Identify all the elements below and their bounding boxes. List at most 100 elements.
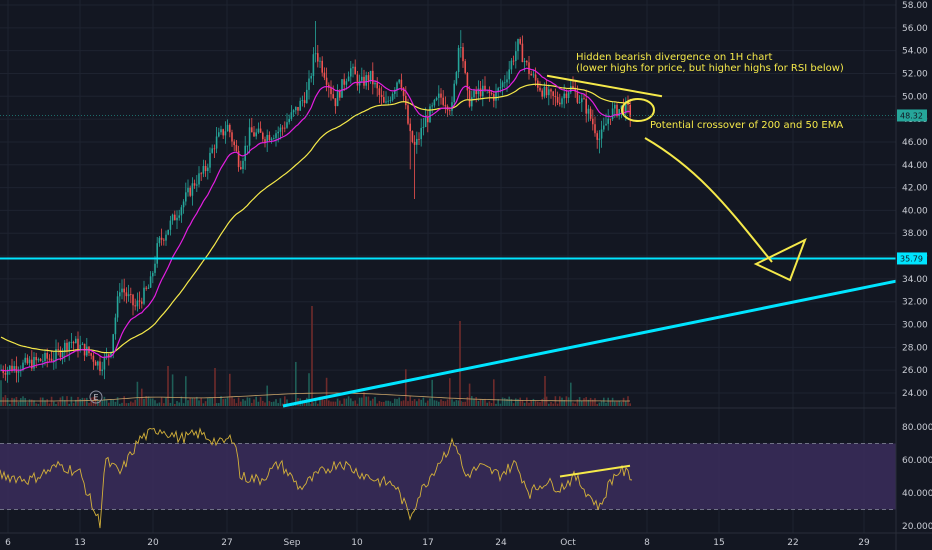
- candle-body: [257, 128, 260, 133]
- volume-bar: [240, 401, 242, 406]
- candle-body: [160, 237, 163, 240]
- candle-body: [237, 150, 240, 168]
- volume-bar: [380, 401, 383, 406]
- volume-bar: [598, 402, 601, 406]
- volume-bar: [552, 403, 554, 406]
- candle-body: [488, 89, 491, 94]
- volume-bar: [204, 401, 207, 406]
- candle-body: [471, 97, 473, 107]
- volume-bar: [64, 400, 66, 406]
- volume-bar: [488, 401, 491, 406]
- candle-body: [193, 183, 196, 186]
- candle-body: [451, 102, 453, 111]
- candle-body: [114, 317, 117, 335]
- volume-bar: [244, 400, 246, 406]
- volume-bar: [510, 399, 513, 406]
- candle-body: [123, 288, 125, 293]
- volume-bar: [270, 402, 273, 406]
- candle-body: [356, 74, 359, 86]
- volume-bar: [354, 400, 356, 406]
- volume-bar: [99, 401, 101, 406]
- candle-body: [149, 276, 152, 288]
- candle-body: [521, 43, 524, 63]
- candle-body: [57, 349, 59, 350]
- volume-bar: [625, 401, 627, 406]
- rsi-tick-label: 60.0000: [902, 456, 932, 466]
- volume-bar: [319, 396, 321, 406]
- candle-body: [532, 74, 535, 76]
- volume-bar: [376, 403, 378, 406]
- candle-body: [64, 342, 66, 353]
- candle-body: [163, 239, 165, 241]
- candle-body: [548, 89, 550, 96]
- volume-bar: [416, 401, 418, 406]
- candle-body: [134, 305, 136, 307]
- volume-bar: [226, 396, 229, 406]
- volume-bar: [576, 399, 579, 406]
- volume-bar: [372, 398, 374, 406]
- candle-body: [413, 141, 416, 145]
- volume-bar: [356, 403, 359, 406]
- volume-bar: [6, 397, 9, 406]
- price-tick-label: 52.00: [902, 69, 928, 79]
- candle-body: [6, 369, 9, 375]
- candle-body: [209, 152, 211, 168]
- candle-body: [361, 76, 363, 81]
- volume-bar: [486, 402, 488, 406]
- volume-bar: [600, 401, 603, 406]
- candle-body: [350, 68, 352, 77]
- volume-bar: [127, 403, 130, 406]
- volume-bar: [471, 396, 473, 406]
- volume-bar: [253, 399, 255, 406]
- candlestick-series: [0, 20, 631, 383]
- candle-body: [578, 102, 581, 103]
- candle-body: [292, 110, 295, 113]
- candle-body: [453, 83, 455, 103]
- volume-bar: [548, 403, 550, 406]
- candle-body: [152, 272, 154, 277]
- time-tick-label: 20: [147, 538, 159, 548]
- candle-body: [198, 173, 200, 185]
- candle-body: [506, 79, 508, 83]
- candle-body: [622, 105, 625, 114]
- volume-bar: [308, 373, 310, 406]
- earnings-marker: [89, 390, 103, 404]
- candle-body: [218, 132, 220, 137]
- candle-body: [504, 82, 506, 84]
- volume-bar: [515, 398, 517, 406]
- volume-bar: [534, 400, 537, 406]
- volume-bar: [350, 398, 352, 406]
- candle-body: [295, 106, 297, 111]
- time-tick-label: 15: [713, 538, 724, 548]
- candle-body: [171, 214, 174, 221]
- candle-body: [220, 129, 222, 133]
- volume-bar: [24, 398, 26, 406]
- candle-body: [156, 243, 158, 264]
- candle-body: [222, 129, 224, 136]
- volume-bar: [182, 403, 185, 406]
- candle-body: [259, 128, 262, 133]
- candle-body: [147, 287, 150, 289]
- candle-body: [231, 132, 233, 142]
- candle-body: [48, 358, 51, 360]
- volume-bar: [105, 400, 108, 406]
- volume-bar: [189, 397, 191, 406]
- candle-body: [264, 139, 266, 143]
- price-tick-label: 24.00: [902, 389, 928, 399]
- volume-bar: [462, 401, 464, 406]
- volume-bar: [402, 400, 405, 406]
- candle-body: [400, 79, 403, 88]
- volume-bar: [200, 397, 202, 406]
- volume-bar: [81, 397, 84, 406]
- volume-bar: [48, 403, 51, 406]
- volume-bar: [622, 397, 625, 406]
- candle-body: [39, 358, 42, 362]
- drawing-layer[interactable]: E: [0, 74, 897, 478]
- candle-body: [482, 85, 484, 97]
- volume-bar: [493, 379, 495, 406]
- volume-bar: [618, 400, 620, 406]
- candle-body: [317, 53, 319, 62]
- volume-bar: [46, 399, 48, 406]
- candle-body: [4, 372, 7, 375]
